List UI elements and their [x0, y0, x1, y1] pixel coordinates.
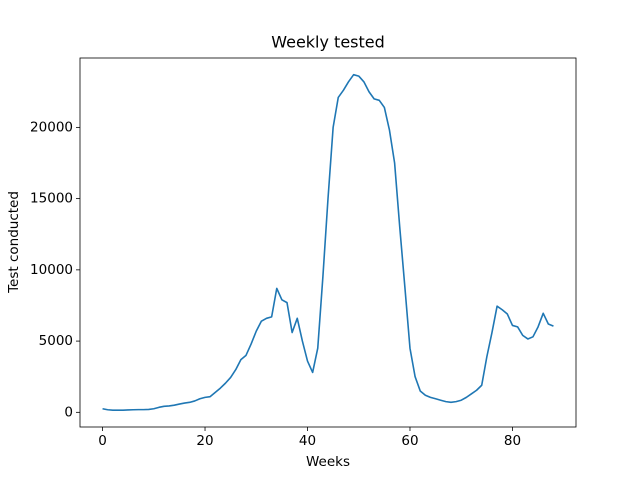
x-tick-label: 60 — [401, 433, 418, 449]
x-tick-label: 80 — [504, 433, 521, 449]
y-tick-label: 20000 — [30, 119, 73, 135]
x-tick-label: 40 — [299, 433, 316, 449]
y-axis-label: Test conducted — [6, 191, 22, 294]
plot-frame — [79, 57, 577, 428]
y-tick-label: 5000 — [39, 333, 73, 349]
y-tick-label: 10000 — [30, 262, 73, 278]
x-tick-label: 20 — [196, 433, 213, 449]
y-tick-label: 0 — [64, 404, 73, 420]
chart-title: Weekly tested — [271, 33, 385, 52]
x-axis-label: Weeks — [306, 454, 350, 470]
y-tick-label: 15000 — [30, 191, 73, 207]
data-line — [102, 73, 554, 411]
x-tick-label: 0 — [98, 433, 107, 449]
